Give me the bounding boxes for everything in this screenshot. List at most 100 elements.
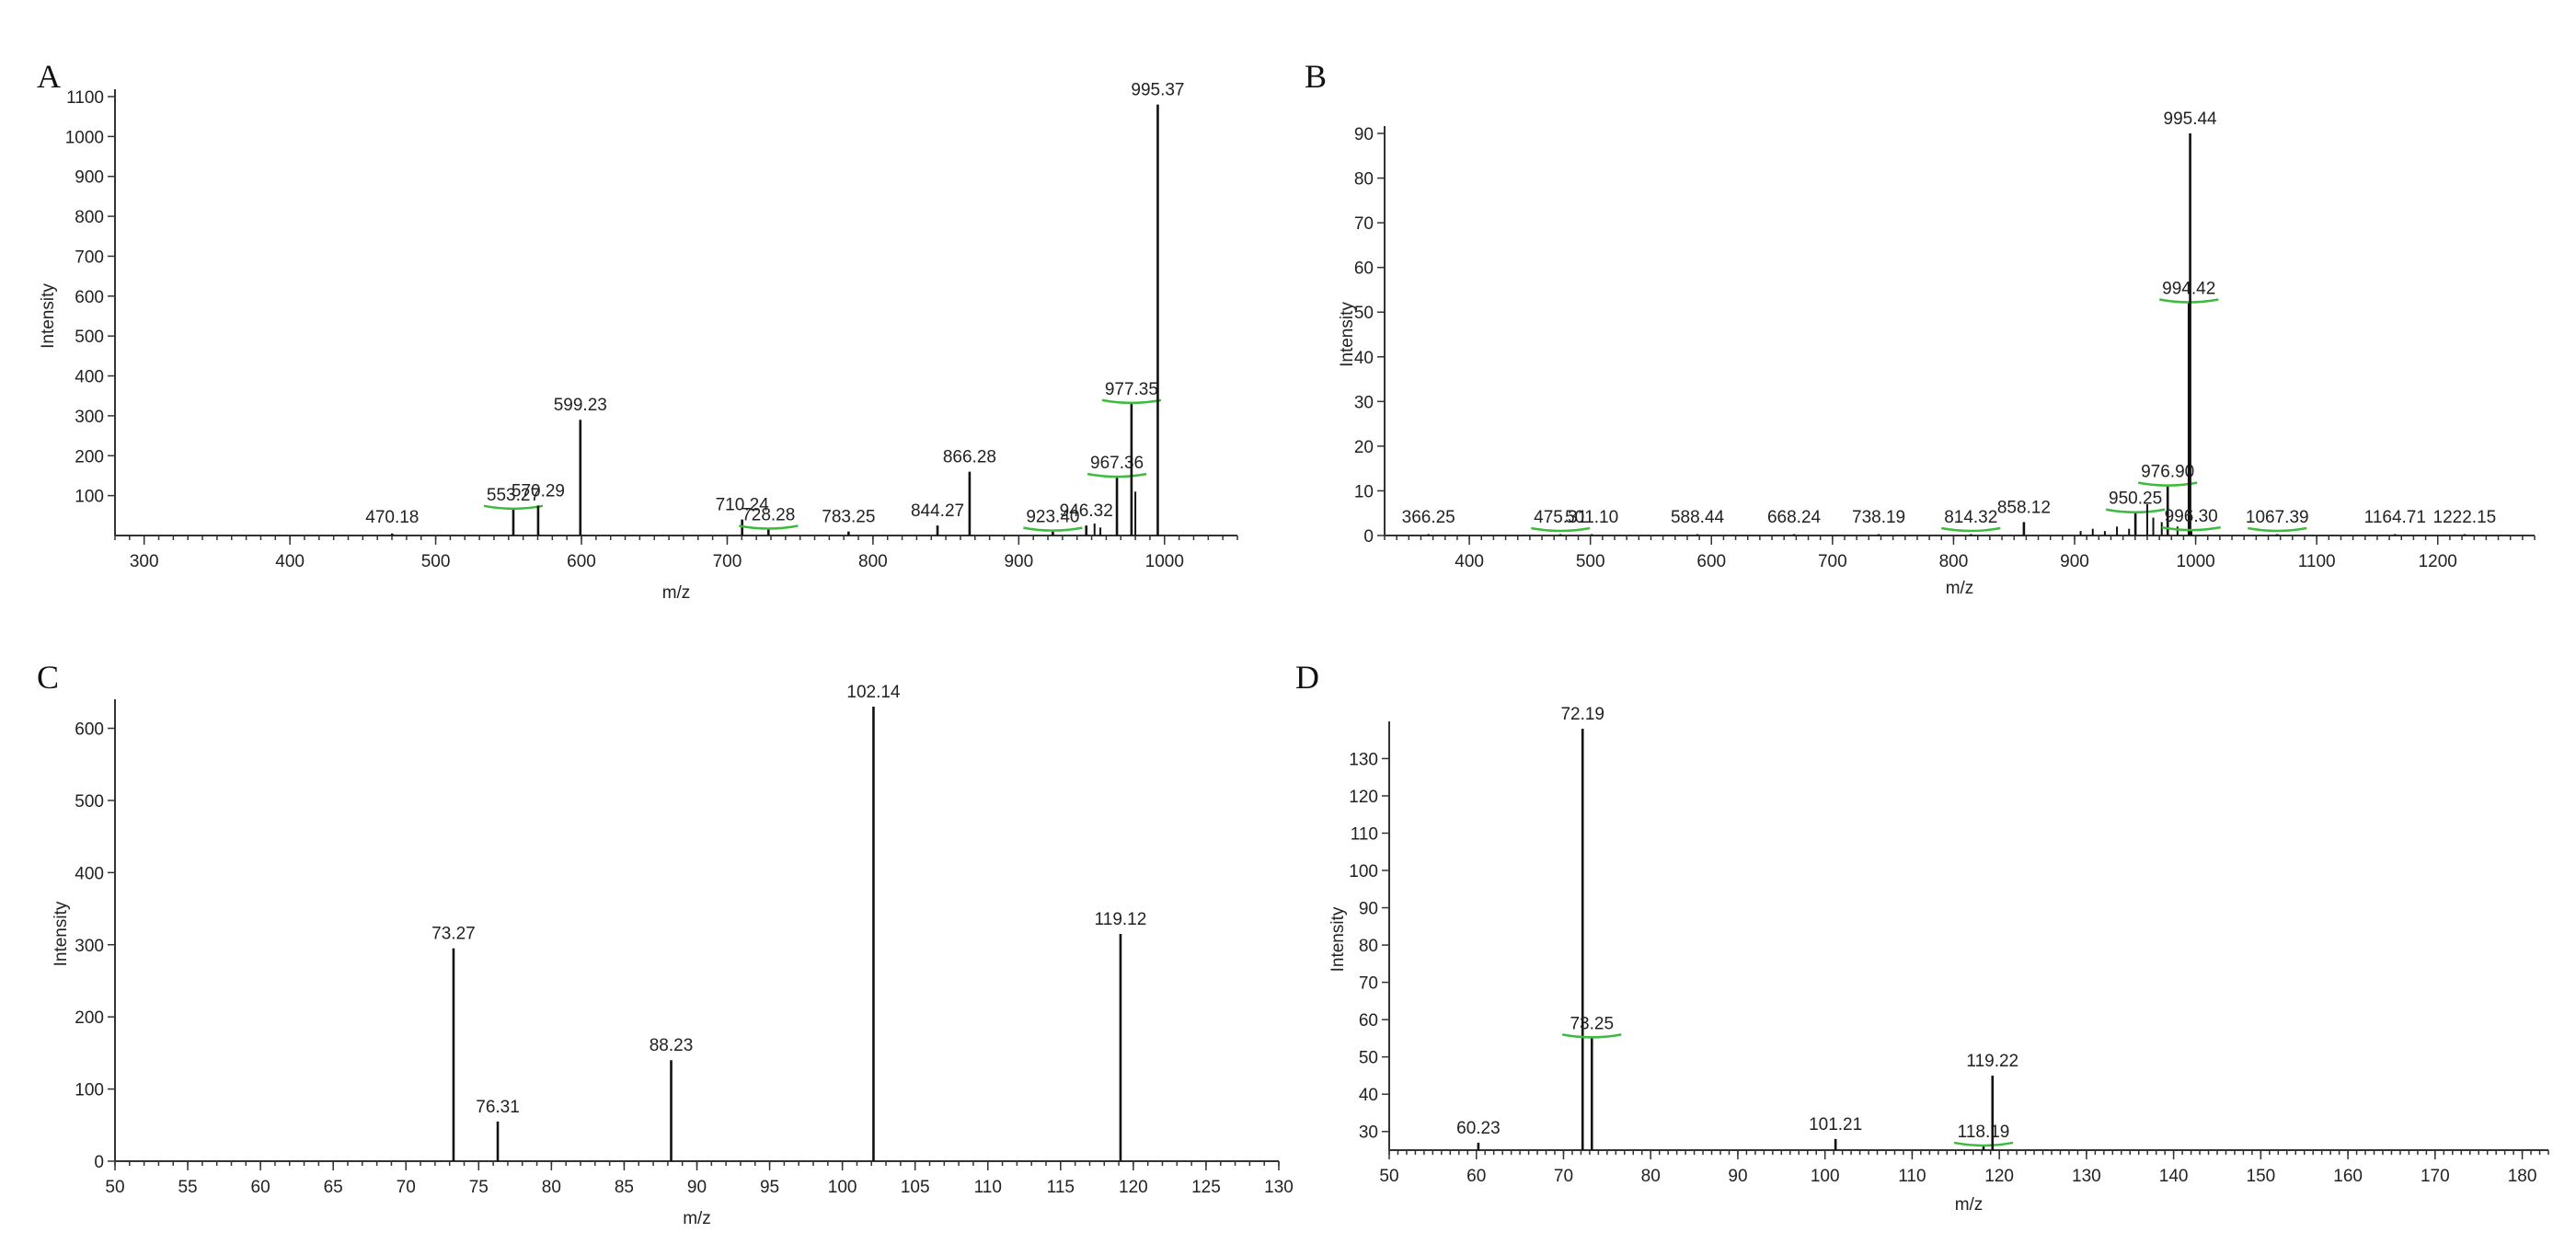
x-tick-label: 100: [1811, 1167, 1840, 1186]
y-tick-label: 200: [75, 447, 104, 466]
peak-label: 844.27: [911, 501, 964, 521]
peak-label: 475.31: [1534, 508, 1587, 527]
y-axis-title: Intensity: [39, 283, 58, 349]
y-tick-label: 500: [75, 328, 104, 347]
peak-label: 858.12: [1997, 498, 2051, 517]
y-tick-label: 70: [1354, 214, 1374, 234]
x-axis-title: m/z: [662, 583, 691, 603]
peak-label: 102.14: [846, 683, 901, 702]
y-tick-label: 600: [75, 288, 104, 307]
x-tick-label: 600: [1696, 552, 1726, 571]
peak-label: 553.27: [487, 486, 540, 505]
peak-marker: [2159, 298, 2219, 304]
x-tick-label: 90: [1728, 1167, 1747, 1186]
peak-label: 728.28: [742, 505, 795, 524]
x-tick-label: 170: [2421, 1167, 2450, 1186]
peak-label: 588.44: [1671, 508, 1725, 527]
x-tick-label: 400: [1455, 552, 1484, 571]
y-tick-label: 80: [1354, 170, 1374, 190]
peak-marker: [1101, 398, 1162, 405]
x-tick-label: 140: [2159, 1167, 2189, 1186]
y-tick-label: 20: [1354, 438, 1374, 457]
y-tick-label: 400: [75, 368, 104, 387]
y-tick-label: 90: [1359, 900, 1378, 919]
peak-marker: [1530, 526, 1591, 533]
peak-marker: [739, 524, 799, 530]
x-tick-label: 130: [2072, 1167, 2101, 1186]
peak-label: 946.32: [1060, 501, 1113, 521]
x-tick-label: 120: [1984, 1167, 2014, 1186]
y-tick-label: 90: [1354, 125, 1374, 144]
x-tick-label: 50: [105, 1178, 124, 1197]
x-tick-label: 1100: [2298, 552, 2336, 571]
y-tick-label: 500: [75, 792, 104, 812]
peak-label: 118.19: [1958, 1123, 2010, 1142]
y-tick-label: 700: [75, 248, 104, 267]
x-tick-label: 900: [2060, 552, 2089, 571]
x-tick-label: 1200: [2419, 552, 2457, 571]
x-tick-label: 1000: [2176, 552, 2214, 571]
x-tick-label: 80: [542, 1178, 561, 1197]
peak-label: 119.12: [1095, 910, 1147, 929]
peak-label: 866.28: [943, 448, 996, 467]
y-tick-label: 100: [1349, 862, 1378, 881]
peak-label: 101.21: [1809, 1115, 1862, 1135]
peak-marker: [2248, 526, 2307, 533]
x-tick-label: 600: [567, 552, 596, 571]
y-tick-label: 120: [1349, 788, 1378, 807]
y-tick-label: 30: [1359, 1123, 1378, 1143]
peak-marker: [1562, 1033, 1622, 1039]
x-tick-label: 60: [1466, 1167, 1486, 1186]
x-tick-label: 100: [828, 1178, 857, 1197]
peak-label: 995.37: [1131, 81, 1184, 100]
panel-b-spectrum: B 400 500 600 700 800 900 1000 1100 1200 0 10 20 30 40…: [1305, 58, 2536, 598]
y-tick-label: 130: [1349, 750, 1378, 769]
panel-c-spectrum: C 50 55 60 65 70 75 80 85 90 95 100 105 110 115 120 125 1…: [37, 659, 1294, 1228]
x-tick-label: 500: [1576, 552, 1605, 571]
peak-label: 710.24: [716, 496, 770, 515]
panel-d-spectrum: D 50 60 70 80 90 100 110 120 130 140 150 160 170 180 30…: [1295, 659, 2549, 1215]
x-axis-title: m/z: [1946, 579, 1974, 598]
peak-marker: [1941, 526, 2001, 533]
y-tick-label: 300: [75, 937, 104, 956]
x-tick-label: 65: [324, 1178, 343, 1197]
y-tick-label: 400: [75, 864, 104, 883]
peak-label: 995.44: [2164, 109, 2218, 129]
peak-marker: [483, 504, 544, 511]
peak-marker: [2161, 525, 2221, 532]
x-tick-label: 105: [901, 1178, 930, 1197]
y-tick-label: 60: [1359, 1011, 1378, 1031]
x-tick-label: 160: [2333, 1167, 2363, 1186]
x-axis-title: m/z: [683, 1209, 711, 1228]
peak-label: 76.31: [476, 1098, 520, 1117]
y-tick-label: 110: [1351, 824, 1378, 844]
y-tick-label: 800: [75, 208, 104, 227]
x-tick-label: 55: [178, 1178, 197, 1197]
y-tick-label: 200: [75, 1008, 104, 1028]
y-tick-label: 100: [75, 488, 104, 507]
y-axis-title: Intensity: [1338, 302, 1357, 367]
peak-label: 1222.15: [2433, 508, 2497, 527]
y-tick-label: 40: [1354, 349, 1374, 368]
peak-label: 923.40: [1026, 508, 1079, 527]
y-tick-label: 100: [75, 1081, 104, 1100]
x-tick-label: 800: [858, 552, 888, 571]
peak-label: 738.19: [1852, 508, 1905, 527]
peak-label: 366.25: [1402, 508, 1455, 527]
x-tick-label: 80: [1641, 1167, 1661, 1186]
x-tick-label: 700: [1818, 552, 1847, 571]
y-tick-label: 60: [1354, 259, 1374, 279]
x-tick-label: 70: [397, 1178, 416, 1197]
peak-marker: [1087, 472, 1147, 478]
y-tick-label: 1100: [66, 88, 104, 108]
x-axis-title: m/z: [1955, 1195, 1984, 1215]
peak-label: 783.25: [822, 508, 875, 527]
x-tick-label: 800: [1939, 552, 1969, 571]
x-tick-label: 150: [2247, 1167, 2276, 1186]
peak-marker: [2105, 508, 2166, 513]
x-tick-label: 120: [1119, 1178, 1148, 1197]
peak-label: 73.25: [1570, 1014, 1614, 1033]
x-tick-label: 400: [275, 552, 305, 571]
peak-label: 976.90: [2141, 463, 2194, 482]
x-tick-label: 75: [469, 1178, 489, 1197]
